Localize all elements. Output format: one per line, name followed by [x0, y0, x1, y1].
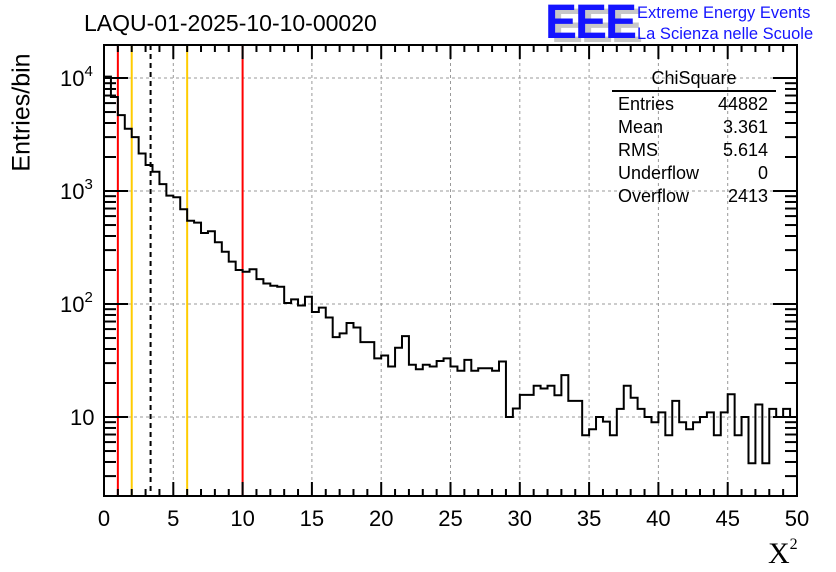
stats-label: Mean — [618, 117, 664, 137]
y-tick-label: 102 — [60, 289, 93, 317]
stats-box: ChiSquare Entries 44882 Mean 3.361 RMS 5.61… — [612, 68, 776, 208]
y-tick-label: 103 — [60, 176, 93, 204]
y-tick-exponent: 4 — [84, 63, 92, 80]
stats-label: RMS — [618, 140, 658, 160]
stats-value: 44882 — [717, 94, 768, 114]
stats-value: 2413 — [727, 186, 768, 206]
stats-value: 0 — [757, 163, 768, 183]
histogram-title: LAQU-01-2025-10-10-00020 — [84, 10, 377, 36]
x-tick-label: 50 — [785, 506, 809, 531]
y-tick-exponent: 2 — [84, 289, 92, 306]
x-tick-label: 45 — [715, 506, 739, 531]
x-axis-title-sup: 2 — [789, 536, 798, 553]
x-tick-label: 30 — [508, 506, 532, 531]
y-tick-label: 104 — [60, 63, 93, 91]
y-axis-title: Entries/bin — [7, 53, 36, 172]
stats-row-rms: RMS 5.614 — [612, 139, 776, 162]
x-tick-label: 0 — [98, 506, 110, 531]
histogram-line — [104, 75, 797, 465]
logo-text: Extreme Energy Events La Scienza nelle S… — [637, 3, 813, 45]
y-tick-exponent: 3 — [84, 176, 92, 193]
x-tick-label: 25 — [438, 506, 462, 531]
logo-mark: EEE — [545, 0, 637, 49]
stats-label: Entries — [618, 94, 675, 114]
stats-label: Underflow — [618, 163, 700, 183]
x-axis-title-base: X — [768, 537, 790, 570]
eee-logo: EEE — [545, 0, 637, 49]
stats-label: Overflow — [618, 186, 690, 206]
x-tick-label: 15 — [300, 506, 324, 531]
logo-line-2: La Scienza nelle Scuole — [637, 25, 814, 43]
x-tick-label: 20 — [369, 506, 393, 531]
y-tick-label: 10 — [70, 405, 94, 430]
stats-title: ChiSquare — [612, 68, 776, 92]
logo-line-1: Extreme Energy Events — [637, 4, 811, 22]
x-axis-title: X2 — [768, 536, 798, 571]
x-tick-label: 35 — [577, 506, 601, 531]
x-tick-label: 10 — [230, 506, 254, 531]
stats-value: 3.361 — [722, 117, 768, 137]
stats-row-underflow: Underflow 0 — [612, 162, 776, 185]
stats-row-mean: Mean 3.361 — [612, 116, 776, 139]
x-tick-label: 40 — [646, 506, 670, 531]
stats-row-overflow: Overflow 2413 — [612, 185, 776, 208]
stats-value: 5.614 — [722, 140, 768, 160]
x-tick-label: 5 — [167, 506, 179, 531]
stats-row-entries: Entries 44882 — [612, 93, 776, 116]
